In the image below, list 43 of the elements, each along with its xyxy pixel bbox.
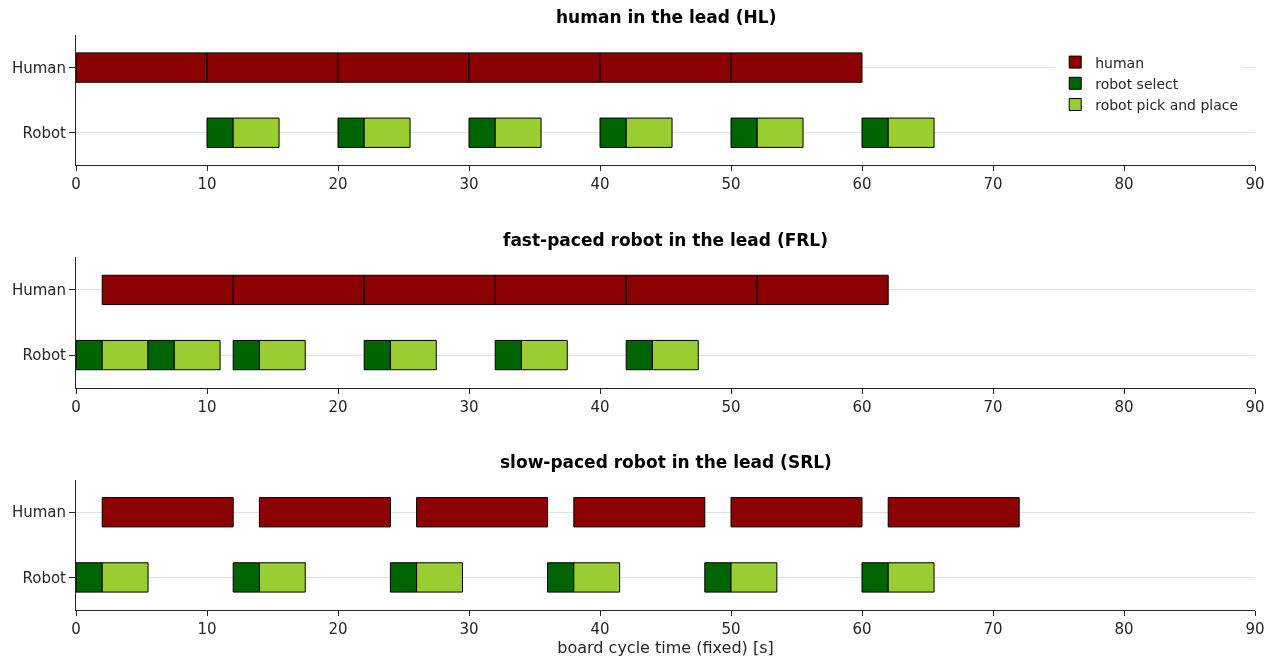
- chart-title: fast-paced robot in the lead (FRL): [503, 230, 828, 250]
- x-tick-label: 40: [590, 175, 610, 194]
- x-tick-label: 20: [328, 620, 348, 638]
- x-tick-label: 80: [1114, 620, 1134, 638]
- x-tick-label: 0: [71, 175, 81, 194]
- y-tick-label: Human: [11, 503, 66, 522]
- y-tick-label: Human: [11, 281, 66, 300]
- x-tick-label: 20: [328, 397, 348, 416]
- x-tick-label: 90: [1245, 175, 1265, 194]
- y-tick-label: Robot: [22, 124, 67, 142]
- x-tick-label: 80: [1114, 397, 1134, 416]
- chart-title: slow-paced robot in the lead (SRL): [500, 452, 832, 472]
- legend-label: robot select: [1095, 75, 1179, 92]
- x-tick-label: 10: [197, 175, 217, 194]
- x-tick-label: 60: [852, 175, 872, 194]
- x-tick-label: 40: [590, 620, 610, 638]
- x-tick-label: 30: [459, 397, 479, 416]
- x-tick-label: 80: [1114, 175, 1134, 194]
- y-tick-label: Robot: [22, 568, 67, 587]
- x-tick-label: 50: [721, 175, 741, 194]
- x-axis-title: board cycle time (fixed) [s]: [557, 638, 774, 657]
- x-tick-label: 50: [721, 397, 741, 416]
- x-tick-label: 30: [459, 620, 479, 638]
- x-tick-label: 10: [197, 397, 217, 416]
- x-tick-label: 0: [71, 397, 81, 416]
- x-tick-label: 90: [1245, 620, 1265, 638]
- y-tick-label: Human: [11, 58, 66, 77]
- x-tick-label: 30: [459, 175, 479, 194]
- x-tick-label: 70: [983, 397, 1003, 416]
- legend-label: human: [1095, 54, 1145, 71]
- x-tick-label: 40: [590, 397, 610, 416]
- x-tick-label: 10: [197, 620, 217, 638]
- legend-label: robot pick and place: [1095, 96, 1239, 113]
- x-tick-label: 60: [852, 397, 872, 416]
- x-tick-label: 20: [328, 175, 348, 194]
- x-tick-label: 90: [1245, 397, 1265, 416]
- x-tick-label: 70: [983, 620, 1003, 638]
- chart-title: human in the lead (HL): [556, 7, 777, 27]
- x-tick-label: 0: [71, 620, 81, 638]
- x-tick-label: 50: [721, 620, 741, 638]
- x-tick-label: 60: [852, 620, 872, 638]
- x-tick-label: 70: [983, 175, 1003, 194]
- y-tick-label: Robot: [22, 346, 67, 365]
